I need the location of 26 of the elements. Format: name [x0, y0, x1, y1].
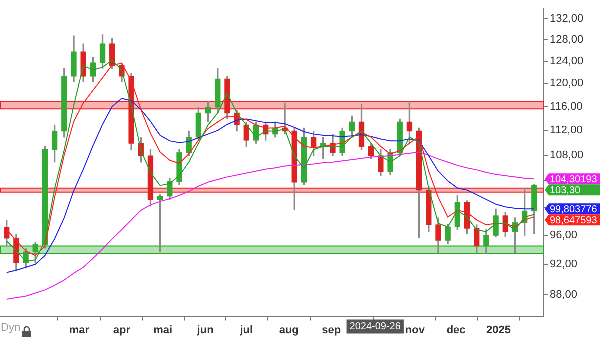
data-label: 104,30193	[550, 174, 598, 186]
y-tick-label: 116,00	[550, 100, 583, 113]
x-tick-label: 2025	[486, 324, 512, 336]
y-tick-label: 120,00	[550, 78, 584, 90]
data-label: 99,803776	[550, 204, 598, 216]
y-tick-label: 96,00	[550, 230, 578, 242]
y-tick-label: 108,00	[550, 149, 584, 162]
y-tick-label: 92,00	[550, 258, 578, 271]
x-tick-label: mar	[69, 324, 90, 336]
x-tick-label: mai	[154, 324, 173, 336]
x-tick-label: aug	[279, 324, 299, 336]
y-tick-label: 112,00	[550, 124, 583, 137]
x-tick-label: jun	[196, 324, 214, 336]
text: Dyn	[1, 322, 21, 334]
text: 2024-09-26	[350, 322, 402, 333]
y-tick-label: 88,00	[550, 288, 578, 301]
y-tick-label: 128,00	[550, 34, 584, 46]
x-tick-label: dec	[446, 324, 466, 336]
y-tick-label: 124,00	[550, 55, 584, 68]
x-tick-label: jul	[239, 324, 254, 336]
x-tick-label: sep	[322, 324, 342, 336]
y-tick-label: 132,00	[550, 12, 584, 25]
text: 103,30	[550, 185, 581, 196]
data-label: 98,647593	[550, 215, 598, 226]
x-tick-label: nov	[405, 324, 426, 336]
x-tick-label: apr	[113, 324, 132, 336]
